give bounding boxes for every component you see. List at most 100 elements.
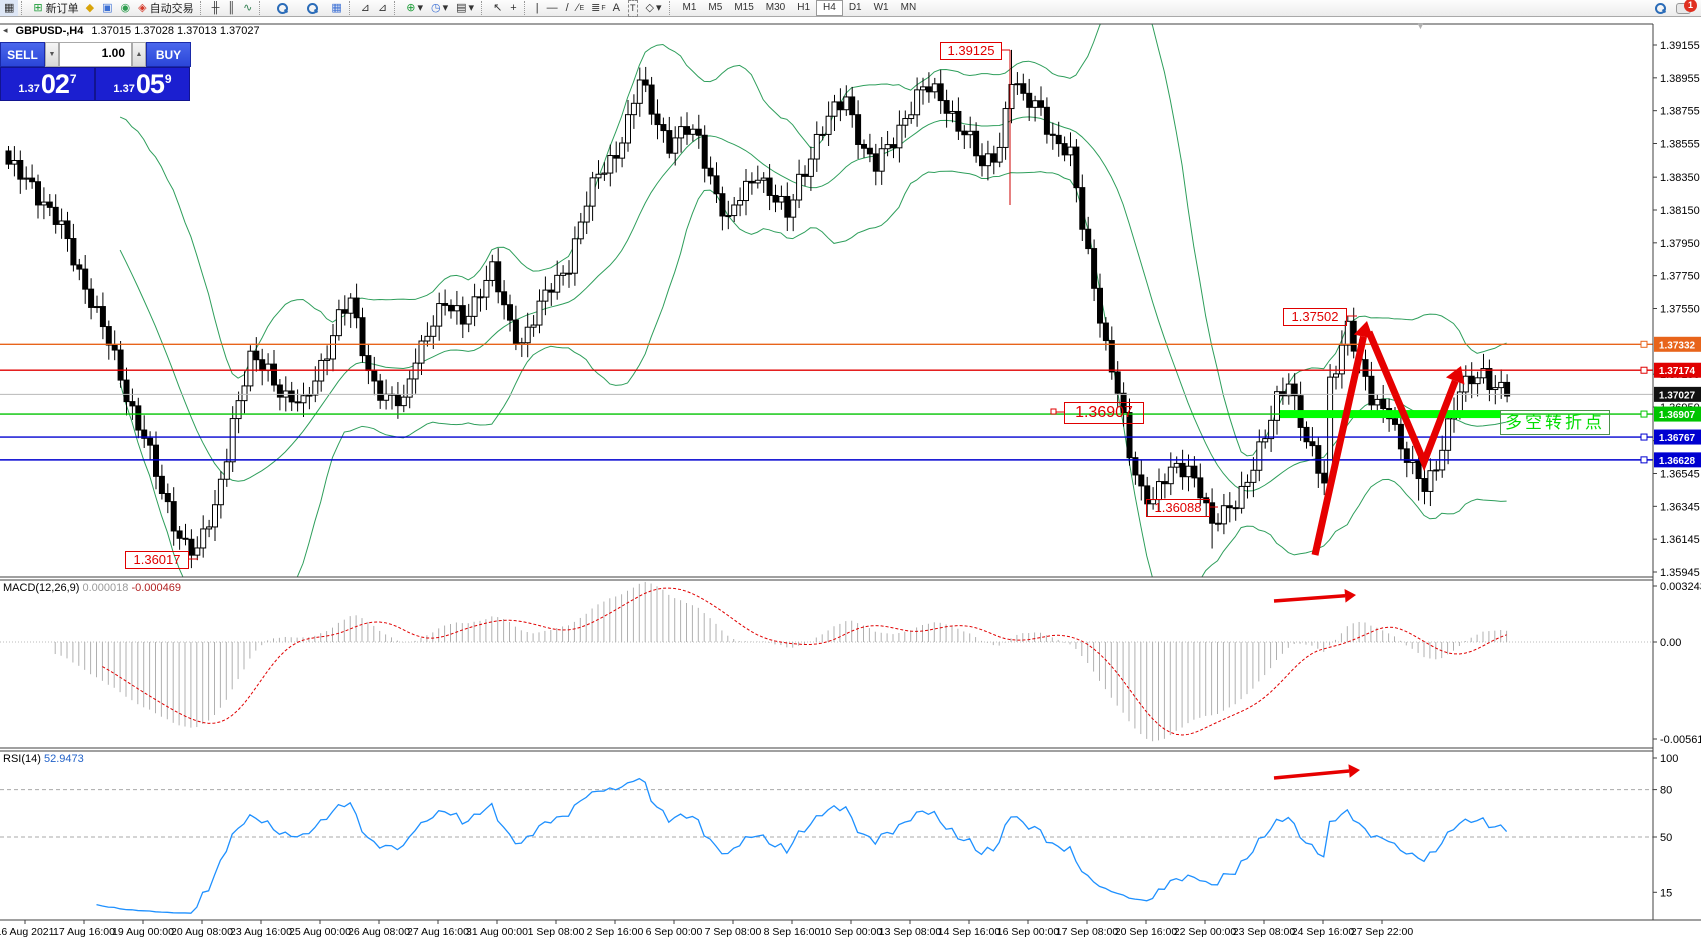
svg-text:1.36767: 1.36767 [1659, 433, 1696, 444]
timeframe-m15-button[interactable]: M15 [734, 2, 754, 13]
buy-price-pip: 9 [164, 72, 172, 86]
zoom-out-button[interactable] [297, 0, 327, 16]
auto-trading-button[interactable]: ◈ 自动交易 [134, 0, 196, 16]
chevron-down-icon: ▾ [417, 1, 423, 14]
timeframe-m30-button[interactable]: M30 [765, 2, 786, 13]
horizontal-line-button[interactable]: — [543, 0, 562, 16]
auto-trading-label: 自动交易 [149, 3, 194, 15]
fibonacci-button[interactable]: ≣ F [587, 0, 609, 16]
annotation-swing-high[interactable]: 1.39125 [940, 42, 1002, 60]
annotation-low-left[interactable]: 1.36017 [125, 551, 189, 569]
channel-icon: ⁄ [576, 1, 579, 14]
new-order-button[interactable]: ⊞ 新订单 [29, 0, 81, 16]
sell-button[interactable]: SELL [0, 42, 45, 67]
svg-text:1.39155: 1.39155 [1660, 40, 1700, 52]
periods-button[interactable]: ◷ ▾ [427, 0, 452, 16]
timeframe-h1-button[interactable]: H1 [797, 2, 811, 13]
chart-pointer-icon: ◂ [3, 25, 8, 35]
trendline-button[interactable]: / [562, 0, 573, 16]
buy-price-box[interactable]: 1.37 05 9 [95, 67, 190, 101]
toolbar-separator [523, 1, 529, 15]
rsi-label: RSI(14) 52.9473 [3, 753, 84, 765]
chart-area[interactable]: 1.39155 1.38955 1.38755 1.38555 1.38350 1.381… [0, 17, 1701, 940]
toolbar-separator [481, 1, 486, 15]
timeframe-m5-button[interactable]: M5 [708, 2, 723, 13]
chevron-down-icon: ▾ [468, 1, 475, 14]
svg-text:1.37174: 1.37174 [1659, 366, 1696, 377]
tile-windows-button[interactable]: ▦ [327, 0, 345, 16]
fibo-sub-label: F [601, 4, 606, 12]
timeframe-mn-button[interactable]: MN [900, 2, 917, 13]
volume-field[interactable]: 1.00 [59, 42, 132, 67]
indicator-window-a-button[interactable]: ⊿ [357, 0, 374, 16]
terminal-button[interactable]: ▣ [98, 0, 116, 16]
templates-button[interactable]: ▤ ▾ [452, 0, 478, 16]
crosshair-button[interactable]: + [506, 0, 520, 16]
channel-button[interactable]: ⁄ E [573, 0, 588, 16]
arrows-button[interactable]: ◇ ▾ [642, 0, 666, 16]
svg-text:6 Sep 00:00: 6 Sep 00:00 [646, 926, 703, 938]
sell-price-box[interactable]: 1.37 02 7 [0, 67, 95, 101]
volume-down-button[interactable]: ▼ [45, 42, 59, 67]
rsi-trend-arrow[interactable] [1273, 764, 1360, 780]
price-chart-canvas[interactable]: 1.39155 1.38955 1.38755 1.38555 1.38350 1.381… [0, 17, 1701, 940]
svg-text:1.36145: 1.36145 [1660, 534, 1700, 546]
indicator-window-b-button[interactable]: ⊿ [374, 0, 391, 16]
svg-text:1.38350: 1.38350 [1660, 172, 1700, 184]
auto-trading-icon: ◈ [138, 1, 147, 14]
annotation-pullback-high[interactable]: 1.37502 [1283, 308, 1347, 326]
line-chart-button[interactable]: ∿ [239, 0, 256, 16]
svg-text:23 Aug 16:00: 23 Aug 16:00 [230, 926, 292, 938]
svg-text:22 Sep 00:00: 22 Sep 00:00 [1174, 926, 1237, 938]
svg-text:1.38555: 1.38555 [1660, 139, 1700, 151]
toolbar-right-group: 1 [1648, 0, 1697, 14]
tile-windows-icon: ▦ [331, 1, 342, 14]
svg-text:50: 50 [1660, 832, 1672, 844]
svg-text:80: 80 [1660, 785, 1672, 797]
zoom-in-button[interactable] [267, 0, 297, 16]
candle-chart-button[interactable]: ║ [223, 0, 239, 16]
fibonacci-icon: ≣ [591, 1, 601, 14]
sell-price-pip: 7 [69, 72, 77, 86]
chart-shift-marker[interactable]: ▼ [1416, 21, 1425, 31]
text-button[interactable]: A [609, 0, 624, 16]
toolbar-separator [199, 1, 205, 15]
timeframe-d1-button[interactable]: D1 [848, 2, 862, 13]
trend-zigzag-arrows[interactable] [1311, 321, 1465, 556]
chat-icon[interactable]: 1 [1676, 0, 1697, 14]
buy-button[interactable]: BUY [146, 42, 191, 67]
macd-trend-arrow[interactable] [1273, 589, 1356, 603]
timeframe-h4-button[interactable]: H4 [816, 0, 843, 16]
cursor-button[interactable]: ↖ [489, 0, 506, 16]
svg-text:1.38955: 1.38955 [1660, 73, 1700, 85]
svg-text:8 Sep 16:00: 8 Sep 16:00 [764, 926, 821, 938]
chart-window-button[interactable]: ▦ [0, 0, 19, 16]
annotation-turning-point[interactable]: 多空转折点 [1500, 410, 1610, 435]
annotation-low-right[interactable]: 1.36088 [1146, 499, 1210, 517]
annotation-key-level[interactable]: 1.36907 [1064, 402, 1144, 424]
svg-text:0.00: 0.00 [1660, 637, 1681, 649]
toolbar-separator [348, 1, 354, 15]
svg-text:19 Aug 00:00: 19 Aug 00:00 [112, 926, 174, 938]
svg-text:1.36907: 1.36907 [1659, 410, 1696, 421]
price-axis[interactable]: 1.39155 1.38955 1.38755 1.38555 1.38350 1.381… [1653, 40, 1701, 579]
signals-button[interactable]: ◉ [117, 0, 135, 16]
terminal-icon: ▣ [102, 1, 113, 14]
add-indicator-button[interactable]: ⊕ ▾ [402, 0, 427, 16]
new-order-icon: ⊞ [33, 1, 43, 14]
chart-styler-button[interactable]: ◆ [82, 0, 98, 16]
timeframe-m1-button[interactable]: M1 [682, 2, 697, 13]
svg-text:16 Sep 00:00: 16 Sep 00:00 [997, 926, 1060, 938]
volume-up-button[interactable]: ▲ [132, 42, 146, 67]
support-band[interactable] [1280, 410, 1500, 419]
timeframe-w1-button[interactable]: W1 [873, 2, 889, 13]
macd-histogram [0, 581, 1653, 742]
bar-chart-button[interactable]: ╫ [208, 0, 224, 16]
zoom-out-icon [306, 2, 319, 14]
search-icon[interactable] [1654, 2, 1666, 14]
vertical-line-button[interactable]: | [532, 0, 543, 16]
signal-icon: ◉ [120, 1, 131, 14]
text-label-button[interactable]: T [624, 0, 642, 17]
